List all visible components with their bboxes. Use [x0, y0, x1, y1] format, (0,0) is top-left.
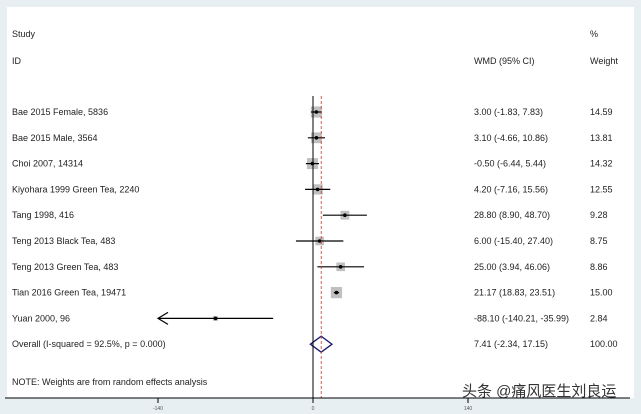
study-row: Yuan 2000, 96 -88.10 (-140.21, -35.99) 2.8… [12, 311, 608, 325]
study-label: Teng 2013 Black Tea, 483 [12, 236, 115, 246]
study-label: Yuan 2000, 96 [12, 313, 70, 323]
x-tick-label: 0 [312, 406, 315, 412]
study-ci: 4.20 (-7.16, 15.56) [474, 184, 548, 194]
study-ci: 21.17 (18.83, 23.51) [474, 288, 555, 298]
point-estimate [314, 110, 319, 114]
point-estimate [310, 161, 315, 166]
study-ci: 3.00 (-1.83, 7.83) [474, 107, 543, 117]
study-weight: 15.00 [590, 288, 613, 298]
study-label: Choi 2007, 14314 [12, 159, 83, 169]
study-weight: 8.75 [590, 236, 608, 246]
point-estimate [314, 136, 319, 140]
study-row: Bae 2015 Female, 5836 3.00 (-1.83, 7.83) 1… [12, 106, 613, 118]
study-row: Choi 2007, 14314 -0.50 (-6.44, 5.44) 14.32 [12, 158, 613, 170]
study-ci: 3.10 (-4.66, 10.86) [474, 133, 548, 143]
study-label: Tang 1998, 416 [12, 210, 74, 220]
point-estimate [343, 213, 347, 217]
study-ci: 28.80 (8.90, 48.70) [474, 210, 550, 220]
watermark: 头条 @痛风医生刘良运 [462, 383, 616, 400]
study-label: Bae 2015 Female, 5836 [12, 107, 108, 117]
header-effect: WMD (95% CI) [474, 56, 535, 66]
header-weight-percent: % [590, 29, 598, 39]
study-weight: 14.59 [590, 107, 613, 117]
overall-diamond [309, 335, 334, 354]
study-weight: 2.84 [590, 313, 608, 323]
overall-row: Overall (I-squared = 92.5%, p = 0.000) 7.… [12, 335, 618, 354]
study-ci: 6.00 (-15.40, 27.40) [474, 236, 553, 246]
study-label: Bae 2015 Male, 3564 [12, 133, 98, 143]
study-row: Teng 2013 Green Tea, 483 25.00 (3.94, 46.… [12, 262, 608, 272]
point-estimate [317, 239, 322, 243]
plot-panel [7, 7, 634, 398]
overall-label: Overall (I-squared = 92.5%, p = 0.000) [12, 339, 166, 349]
study-weight: 14.32 [590, 159, 613, 169]
study-row: Tian 2016 Green Tea, 19471 21.17 (18.83, … [12, 286, 613, 299]
point-estimate [338, 265, 343, 269]
point-estimate [334, 290, 339, 295]
x-tick-label: -140 [153, 406, 163, 412]
study-label: Kiyohara 1999 Green Tea, 2240 [12, 184, 139, 194]
overall-ci: 7.41 (-2.34, 17.15) [474, 339, 548, 349]
header-weight: Weight [590, 56, 618, 66]
header-id: ID [12, 56, 22, 66]
point-estimate [213, 316, 218, 321]
study-weight: 13.81 [590, 133, 613, 143]
study-ci: 25.00 (3.94, 46.06) [474, 262, 550, 272]
study-ci: -0.50 (-6.44, 5.44) [474, 159, 546, 169]
study-row: Bae 2015 Male, 3564 3.10 (-4.66, 10.86) 13… [12, 132, 613, 144]
study-weight: 8.86 [590, 262, 608, 272]
study-label: Tian 2016 Green Tea, 19471 [12, 288, 126, 298]
study-weight: 9.28 [590, 210, 608, 220]
note: NOTE: Weights are from random effects an… [12, 377, 208, 387]
study-row: Teng 2013 Black Tea, 483 6.00 (-15.40, 27… [12, 236, 608, 246]
study-ci: -88.10 (-140.21, -35.99) [474, 313, 569, 323]
study-label: Teng 2013 Green Tea, 483 [12, 262, 118, 272]
study-row: Tang 1998, 416 28.80 (8.90, 48.70) 9.28 [12, 210, 608, 220]
ci-arrow-left [156, 311, 169, 325]
overall-weight: 100.00 [590, 339, 618, 349]
study-weight: 12.55 [590, 184, 613, 194]
point-estimate [315, 187, 320, 192]
header-study: Study [12, 29, 36, 39]
x-tick-label: 140 [464, 406, 473, 412]
study-row: Kiyohara 1999 Green Tea, 2240 4.20 (-7.16… [12, 184, 613, 195]
